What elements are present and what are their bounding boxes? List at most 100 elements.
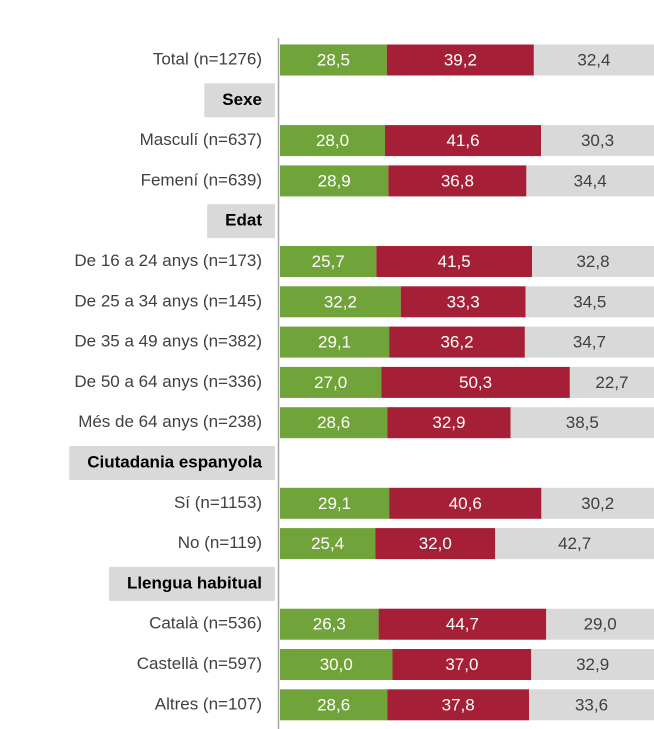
value-label: 25,7 [312, 252, 345, 271]
value-label: 29,1 [318, 494, 351, 513]
value-label: 28,9 [318, 171, 351, 190]
value-label: 33,3 [447, 292, 480, 311]
bar-segment [541, 487, 654, 519]
category-label: De 16 a 24 anys (n=173) [74, 251, 262, 270]
value-label: 32,0 [419, 534, 452, 553]
category-label: Masculí (n=637) [140, 130, 262, 149]
bar-segment [376, 246, 532, 277]
bar-segment [525, 286, 654, 318]
value-label: 28,6 [317, 695, 350, 714]
bar-segment [546, 608, 654, 640]
category-label: Sí (n=1153) [174, 493, 262, 512]
bar-segment [541, 125, 654, 157]
category-label: Altres (n=107) [155, 694, 262, 713]
bar-segment [280, 246, 377, 277]
bar-segment [280, 165, 389, 197]
value-label: 42,7 [558, 534, 591, 553]
value-label: 28,0 [316, 131, 349, 150]
bar-segment [280, 407, 388, 439]
category-label: Castellà (n=597) [137, 654, 262, 673]
value-label: 44,7 [446, 615, 479, 634]
bar-segment [389, 326, 525, 358]
value-label: 33,6 [575, 695, 608, 714]
bar-segment [531, 649, 654, 680]
bar-segment [526, 165, 654, 197]
value-label: 36,8 [441, 171, 474, 190]
value-label: 39,2 [444, 50, 477, 69]
category-label: Català (n=536) [149, 614, 262, 633]
value-label: 38,5 [566, 413, 599, 432]
group-header: Edat [225, 211, 262, 230]
category-label: No (n=119) [178, 533, 262, 552]
bar-segment [280, 44, 387, 76]
value-label: 32,8 [576, 252, 609, 271]
value-label: 32,9 [432, 413, 465, 432]
value-label: 40,6 [449, 494, 482, 513]
bar-segment [381, 366, 570, 398]
category-label: De 50 a 64 anys (n=336) [74, 372, 262, 391]
value-label: 30,3 [581, 131, 614, 150]
value-label: 34,5 [573, 292, 606, 311]
group-header: Sexe [222, 90, 262, 109]
bar-segment [532, 246, 654, 277]
category-label: De 35 a 49 anys (n=382) [74, 332, 262, 351]
group-header-bg [69, 446, 275, 480]
bar-segment [378, 608, 547, 640]
group-header-bg [204, 83, 275, 118]
bar-segment [280, 125, 385, 157]
value-label: 41,5 [438, 252, 471, 271]
bar-segment [280, 366, 382, 398]
value-label: 32,4 [577, 50, 610, 69]
bar-segment [280, 649, 393, 680]
bar-segment [280, 487, 390, 519]
category-label: Femení (n=639) [141, 170, 262, 189]
value-label: 37,8 [442, 695, 475, 714]
bar-segment [280, 326, 390, 358]
bar-segment [510, 407, 654, 439]
bar-segment [392, 649, 532, 680]
bar-segment [387, 407, 511, 439]
bar-segment [389, 487, 542, 519]
value-label: 32,9 [576, 655, 609, 674]
bar-segment [533, 44, 654, 76]
group-header-bg [207, 204, 275, 239]
value-label: 41,6 [446, 131, 479, 150]
group-header: Llengua habitual [127, 573, 262, 592]
bar-segment [280, 608, 379, 640]
value-label: 22,7 [595, 373, 628, 392]
value-label: 32,2 [324, 292, 357, 311]
value-label: 28,5 [317, 50, 350, 69]
value-label: 26,3 [313, 615, 346, 634]
value-label: 29,0 [584, 615, 617, 634]
bar-segment [529, 689, 654, 721]
bar-segment [569, 366, 654, 398]
value-label: 34,7 [573, 333, 606, 352]
group-header: Ciutadania espanyola [87, 452, 262, 471]
category-label: Total (n=1276) [153, 49, 262, 68]
bar-segment [280, 528, 376, 560]
bar-segment [400, 286, 526, 318]
group-header-bg [108, 566, 275, 601]
value-label: 27,0 [314, 373, 347, 392]
value-label: 30,2 [581, 494, 614, 513]
value-label: 30,0 [320, 655, 353, 674]
category-label: De 25 a 34 anys (n=145) [74, 291, 262, 310]
bar-segment [495, 528, 654, 560]
bar-segment [375, 528, 496, 560]
value-label: 25,4 [311, 534, 344, 553]
bar-segment [280, 286, 401, 318]
category-label: Més de 64 anys (n=238) [78, 412, 262, 431]
bar-segment [280, 689, 388, 721]
bar-segment [385, 125, 541, 157]
bar-segment [388, 165, 527, 197]
value-label: 29,1 [318, 333, 351, 352]
bar-segment [387, 689, 529, 721]
value-label: 36,2 [440, 333, 473, 352]
bar-segment [386, 44, 534, 76]
bar-segment [524, 326, 654, 358]
value-label: 37,0 [445, 655, 478, 674]
value-label: 28,6 [317, 413, 350, 432]
value-label: 50,3 [459, 373, 492, 392]
value-label: 34,4 [574, 171, 607, 190]
